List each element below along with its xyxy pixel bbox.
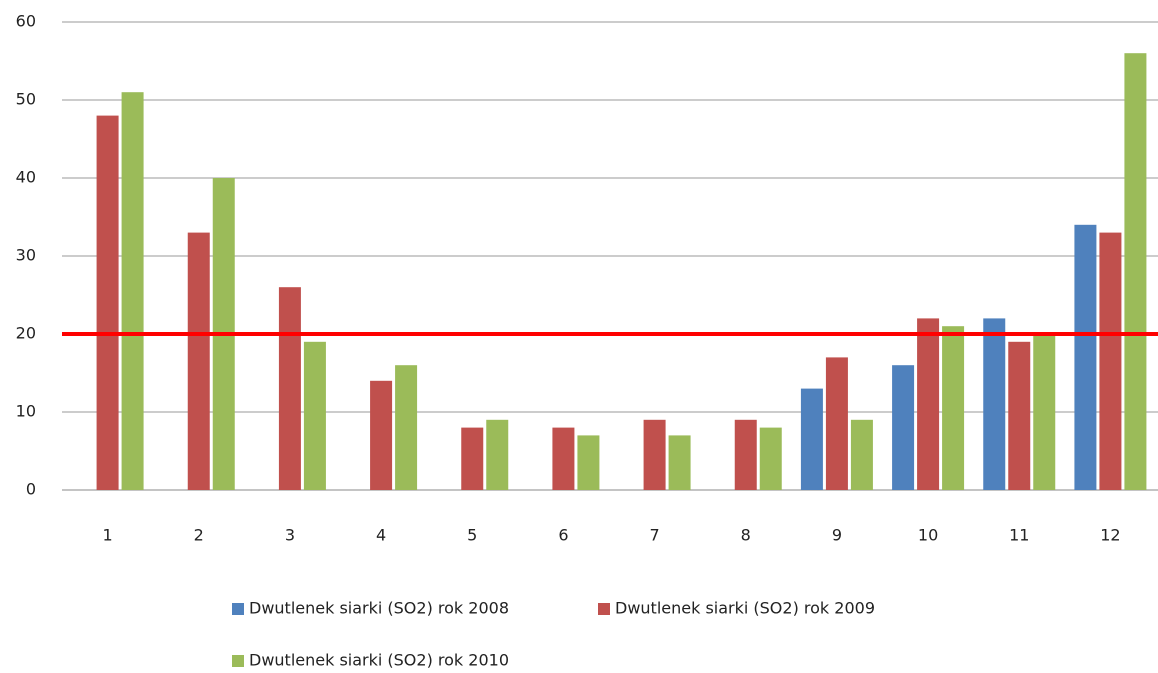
x-tick-label: 9	[832, 526, 842, 545]
legend-swatch	[232, 655, 244, 667]
bar	[983, 318, 1006, 490]
bar	[278, 287, 301, 490]
y-tick-label: 20	[16, 324, 36, 343]
bar	[1008, 341, 1031, 490]
bar	[800, 388, 823, 490]
bar	[187, 232, 210, 490]
y-tick-label: 30	[16, 246, 36, 265]
y-tick-label: 50	[16, 90, 36, 109]
legend-label: Dwutlenek siarki (SO2) rok 2009	[615, 599, 875, 618]
y-tick-label: 40	[16, 168, 36, 187]
x-tick-label: 12	[1100, 526, 1120, 545]
x-tick-label: 1	[102, 526, 112, 545]
bar	[850, 419, 873, 490]
x-tick-label: 5	[467, 526, 477, 545]
bar	[552, 427, 575, 490]
bar	[1074, 224, 1097, 491]
x-tick-label: 11	[1009, 526, 1029, 545]
x-tick-label: 10	[918, 526, 938, 545]
bar	[395, 365, 418, 490]
x-tick-label: 2	[194, 526, 204, 545]
bar	[461, 427, 484, 490]
bar	[486, 419, 509, 490]
bar	[643, 419, 666, 490]
y-tick-label: 0	[26, 480, 36, 499]
y-tick-label: 10	[16, 402, 36, 421]
x-tick-label: 6	[558, 526, 568, 545]
bar	[577, 435, 600, 490]
bar	[1124, 53, 1147, 490]
legend-swatch	[232, 603, 244, 615]
legend-label: Dwutlenek siarki (SO2) rok 2010	[249, 651, 509, 670]
bar	[734, 419, 757, 490]
bar	[1033, 334, 1056, 490]
bar	[370, 380, 393, 490]
bar	[96, 115, 119, 490]
bar	[759, 427, 782, 490]
bar	[1099, 232, 1122, 490]
legend-label: Dwutlenek siarki (SO2) rok 2008	[249, 599, 509, 618]
bar	[942, 326, 965, 490]
x-tick-label: 8	[741, 526, 751, 545]
bar	[303, 341, 326, 490]
x-tick-label: 3	[285, 526, 295, 545]
bar	[917, 318, 940, 490]
y-tick-label: 60	[16, 12, 36, 31]
bar	[892, 365, 915, 490]
bar	[121, 92, 144, 490]
legend-swatch	[598, 603, 610, 615]
x-tick-label: 7	[649, 526, 659, 545]
bar	[825, 357, 848, 490]
x-tick-label: 4	[376, 526, 386, 545]
bar	[668, 435, 691, 490]
